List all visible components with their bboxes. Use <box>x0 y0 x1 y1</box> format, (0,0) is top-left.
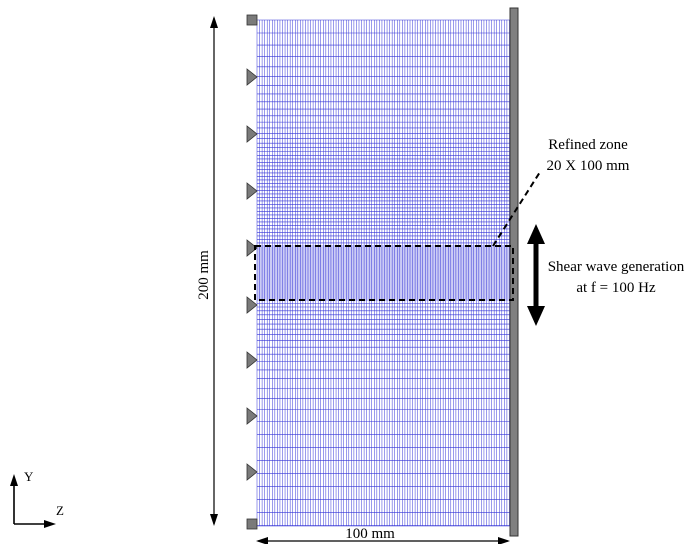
height-dimension <box>210 16 218 526</box>
excitation-line1: Shear wave generation <box>548 259 685 275</box>
roller-support <box>246 182 258 200</box>
refined-zone-box <box>254 245 514 301</box>
refined-zone-title: Refined zone <box>548 137 628 153</box>
refined-zone-leader <box>492 171 541 247</box>
axis-triad <box>10 474 56 528</box>
roller-support <box>246 351 258 369</box>
fixed-support-bottom <box>246 518 258 530</box>
width-label: 100 mm <box>345 526 395 542</box>
roller-support <box>246 125 258 143</box>
fixed-support-top <box>246 14 258 26</box>
roller-support <box>246 239 258 257</box>
boundary-supports <box>246 14 258 530</box>
axis-z-label: Z <box>56 503 64 518</box>
width-dimension <box>256 537 510 544</box>
height-label: 200 mm <box>196 250 212 300</box>
mesh-grid <box>256 19 512 527</box>
roller-support <box>246 407 258 425</box>
roller-support <box>246 68 258 86</box>
axis-y-label: Y <box>24 469 34 484</box>
refined-zone-size: 20 X 100 mm <box>547 158 630 174</box>
roller-support <box>246 463 258 481</box>
excitation-line2: at f = 100 Hz <box>576 280 656 296</box>
roller-support <box>246 296 258 314</box>
shear-wave-arrow <box>527 224 545 326</box>
